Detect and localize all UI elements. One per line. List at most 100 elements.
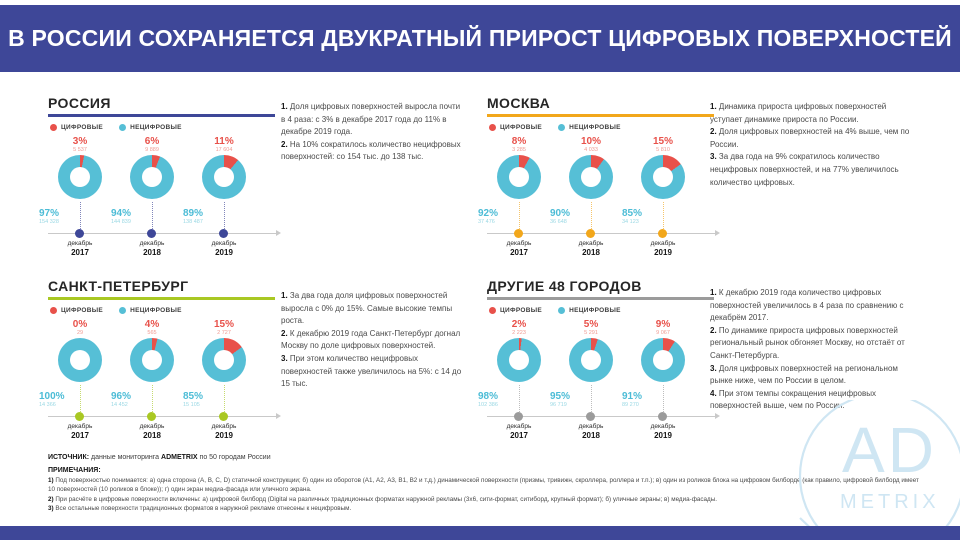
donut-ring xyxy=(130,338,174,382)
timeline xyxy=(48,416,276,417)
nondigital-count: 154 328 xyxy=(39,219,59,225)
donut-ring xyxy=(641,338,685,382)
digital-percent: 2% xyxy=(511,319,527,330)
timeline-year: 2019 xyxy=(654,248,672,257)
legend-label: НЕЦИФРОВЫЕ xyxy=(130,124,182,131)
timeline-month: декабрь xyxy=(578,240,604,247)
notes-other-cities: 1. К декабрю 2019 года количество цифров… xyxy=(710,287,917,413)
digital-percent: 0% xyxy=(72,319,88,330)
timeline-year: 2018 xyxy=(143,248,161,257)
donut-chart-2017: 3% 5 537 97% 154 328 xyxy=(39,136,112,263)
nondigital-dot-icon xyxy=(119,124,127,131)
donut-ring xyxy=(569,155,613,199)
section-underline xyxy=(487,114,714,117)
legend: ЦИФРОВЫЕ НЕЦИФРОВЫЕ xyxy=(50,307,182,314)
notes-russia: 1. Доля цифровых поверхностей выросла по… xyxy=(281,101,463,164)
legend: ЦИФРОВЫЕ НЕЦИФРОВЫЕ xyxy=(489,307,621,314)
timeline-arrow-icon xyxy=(276,413,281,419)
timeline-connector xyxy=(80,385,81,414)
section-title: МОСКВА xyxy=(487,95,551,111)
timeline-connector xyxy=(224,202,225,231)
timeline-dot xyxy=(75,412,84,421)
legend-item-nondigital: НЕЦИФРОВЫЕ xyxy=(558,307,621,314)
legend-item-digital: ЦИФРОВЫЕ xyxy=(489,307,542,314)
timeline-month: декабрь xyxy=(506,240,532,247)
note-item: 1. Динамика прироста цифровых поверхност… xyxy=(710,102,887,124)
digital-percent: 15% xyxy=(213,319,234,330)
note-item: 2. По динамике прироста цифровых поверхн… xyxy=(710,325,905,360)
section-title: РОССИЯ xyxy=(48,95,111,111)
timeline xyxy=(487,233,715,234)
donut-ring xyxy=(497,155,541,199)
digital-count: 2 223 xyxy=(512,330,526,336)
donut-chart-2019: 11% 17 604 89% 138 487 xyxy=(183,136,256,263)
donut-chart-2018: 6% 9 889 94% 144 839 xyxy=(111,136,184,263)
timeline-dot xyxy=(586,412,595,421)
note-item: 2. На 10% сократилось количество нецифро… xyxy=(281,139,461,162)
nondigital-count: 36 648 xyxy=(550,219,567,225)
timeline-year: 2017 xyxy=(510,431,528,440)
timeline-connector xyxy=(591,385,592,414)
timeline-year: 2019 xyxy=(654,431,672,440)
timeline-dot xyxy=(658,229,667,238)
digital-count: 565 xyxy=(147,330,157,336)
donut-chart-2018: 10% 4 033 90% 36 648 xyxy=(550,136,623,263)
note-item: 4. При этом темпы сокращения нецифровых … xyxy=(710,388,876,411)
note-item: 3. Доля цифровых поверхностей на региона… xyxy=(710,363,898,386)
nondigital-count: 37 476 xyxy=(478,219,495,225)
remarks-title: ПРИМЕЧАНИЯ: xyxy=(48,467,101,474)
digital-dot-icon xyxy=(489,307,496,314)
digital-count: 9 889 xyxy=(145,147,159,153)
timeline-dot xyxy=(219,412,228,421)
remark-item: 1) Под поверхностью понимается: а) одна … xyxy=(48,477,919,493)
timeline-month: декабрь xyxy=(139,423,165,430)
donut-chart-2018: 5% 5 291 95% 96 719 xyxy=(550,319,623,446)
timeline-dot xyxy=(514,412,523,421)
source-label: ИСТОЧНИК: xyxy=(48,454,90,461)
legend: ЦИФРОВЫЕ НЕЦИФРОВЫЕ xyxy=(50,124,182,131)
nondigital-count: 34 123 xyxy=(622,219,639,225)
timeline-year: 2019 xyxy=(215,248,233,257)
digital-percent: 4% xyxy=(144,319,160,330)
nondigital-percent: 97% xyxy=(39,208,60,219)
digital-percent: 3% xyxy=(72,136,88,147)
nondigital-count: 102 386 xyxy=(478,402,498,408)
section-russia: РОССИЯ ЦИФРОВЫЕ НЕЦИФРОВЫЕ 3% 5 537 97% … xyxy=(39,95,281,263)
note-item: 2. Доля цифровых поверхностей на 4% выше… xyxy=(710,127,910,149)
note-item: 1. К декабрю 2019 года количество цифров… xyxy=(710,288,904,323)
compass-circle-icon xyxy=(798,400,960,540)
timeline-month: декабрь xyxy=(650,240,676,247)
note-item: 3. За два года на 9% сократилось количес… xyxy=(710,152,899,187)
digital-count: 5 291 xyxy=(584,330,598,336)
nondigital-percent: 85% xyxy=(183,391,204,402)
source-brand: ADMETRIX xyxy=(161,454,198,461)
nondigital-percent: 100% xyxy=(39,391,65,402)
nondigital-percent: 94% xyxy=(111,208,132,219)
notes-moscow: 1. Динамика прироста цифровых поверхност… xyxy=(710,101,917,189)
legend-label: НЕЦИФРОВЫЕ xyxy=(569,124,621,131)
timeline-connector xyxy=(152,202,153,231)
donut-chart-2019: 9% 9 067 91% 89 270 xyxy=(622,319,695,446)
note-item: 1. Доля цифровых поверхностей выросла по… xyxy=(281,102,461,137)
digital-count: 4 033 xyxy=(584,147,598,153)
donut-ring xyxy=(569,338,613,382)
timeline-arrow-icon xyxy=(276,230,281,236)
donut-chart-2017: 8% 3 285 92% 37 476 xyxy=(478,136,551,263)
timeline-month: декабрь xyxy=(650,423,676,430)
timeline-connector xyxy=(663,385,664,414)
nondigital-count: 138 487 xyxy=(183,219,203,225)
timeline-dot xyxy=(75,229,84,238)
timeline-month: декабрь xyxy=(211,240,237,247)
digital-percent: 5% xyxy=(583,319,599,330)
section-underline xyxy=(48,114,275,117)
digital-percent: 10% xyxy=(580,136,601,147)
digital-dot-icon xyxy=(489,124,496,131)
legend-item-nondigital: НЕЦИФРОВЫЕ xyxy=(558,124,621,131)
legend-label: ЦИФРОВЫЕ xyxy=(500,124,543,131)
timeline-arrow-icon xyxy=(715,413,720,419)
legend-item-digital: ЦИФРОВЫЕ xyxy=(50,307,103,314)
donut-chart-2017: 2% 2 223 98% 102 386 xyxy=(478,319,551,446)
legend-item-nondigital: НЕЦИФРОВЫЕ xyxy=(119,124,182,131)
legend-label: НЕЦИФРОВЫЕ xyxy=(130,307,182,314)
nondigital-count: 15 105 xyxy=(183,402,200,408)
